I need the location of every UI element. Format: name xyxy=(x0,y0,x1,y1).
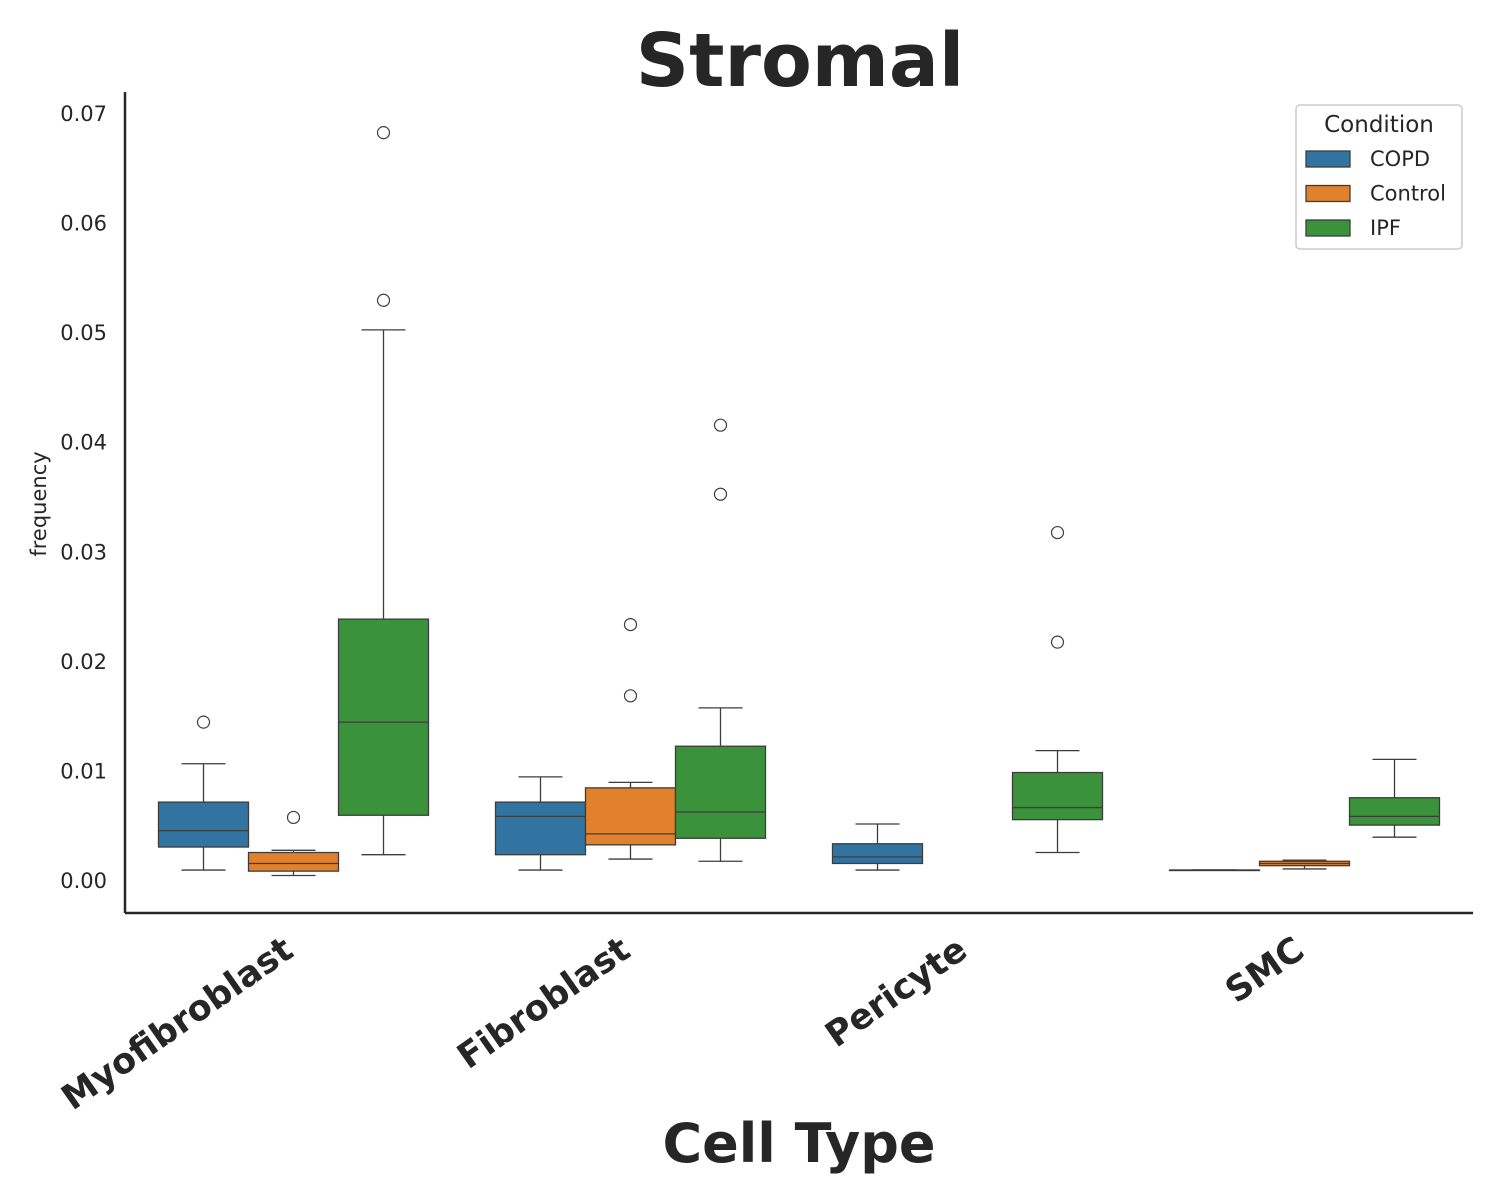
box-ipf-myofibroblast xyxy=(337,126,430,856)
x-tick-label: Myofibroblast xyxy=(55,930,301,1119)
legend-swatch-copd xyxy=(1305,150,1351,168)
y-tick-label: 0.04 xyxy=(60,431,107,455)
box-copd-fibroblast xyxy=(494,776,587,871)
legend-swatch-ipf xyxy=(1305,219,1351,237)
x-tick-label: Fibroblast xyxy=(450,930,637,1078)
legend-title: Condition xyxy=(1324,112,1434,138)
y-ticks: 0.00 0.01 0.02 0.03 0.04 0.05 0.06 0.07 xyxy=(60,102,107,893)
box-iqr xyxy=(831,843,924,865)
outlier-point xyxy=(1050,525,1065,540)
box-iqr xyxy=(1011,771,1104,821)
y-tick-label: 0.06 xyxy=(60,212,107,236)
y-tick-label: 0.07 xyxy=(60,102,107,126)
box-copd-myofibroblast xyxy=(157,715,250,871)
box-iqr xyxy=(1348,797,1441,826)
y-tick-label: 0.05 xyxy=(60,321,107,345)
legend-swatch-control xyxy=(1305,184,1351,203)
box-ipf-smc xyxy=(1348,758,1441,838)
outlier-point xyxy=(196,715,211,729)
outlier-point xyxy=(623,618,638,632)
outlier-point xyxy=(1050,635,1065,649)
outlier-point xyxy=(623,689,638,703)
y-tick-label: 0.01 xyxy=(60,759,107,783)
outlier-point xyxy=(713,418,728,432)
y-tick-label: 0.03 xyxy=(60,540,107,564)
x-tick-label: SMC xyxy=(1218,930,1311,1012)
y-axis-label: frequency xyxy=(27,451,51,556)
box-control-myofibroblast xyxy=(247,810,340,877)
box-iqr xyxy=(247,851,340,872)
box-control-smc xyxy=(1258,859,1351,870)
outlier-point xyxy=(376,126,391,140)
box-iqr xyxy=(494,801,587,856)
box-iqr xyxy=(337,618,430,816)
legend-label-ipf: IPF xyxy=(1370,216,1401,240)
plot-area xyxy=(157,126,1441,877)
y-tick-label: 0.02 xyxy=(60,650,107,674)
box-copd-pericyte xyxy=(831,823,924,871)
box-control-fibroblast xyxy=(584,618,677,860)
y-tick-label: 0.00 xyxy=(60,869,107,893)
legend-label-control: Control xyxy=(1370,182,1446,206)
outlier-point xyxy=(713,487,728,501)
chart-title: Stromal xyxy=(636,18,964,104)
box-ipf-pericyte xyxy=(1011,525,1104,854)
legend: Condition COPD Control IPF xyxy=(1295,104,1463,250)
box-iqr xyxy=(584,787,677,846)
box-iqr xyxy=(674,745,767,839)
outlier-point xyxy=(376,293,391,307)
legend-frame xyxy=(1295,104,1463,250)
x-axis-label: Cell Type xyxy=(663,1112,936,1175)
box-copd-smc xyxy=(1168,869,1261,872)
legend-label-copd: COPD xyxy=(1370,147,1430,171)
box-ipf-fibroblast xyxy=(674,418,767,862)
box-iqr xyxy=(157,801,250,848)
x-ticks: Myofibroblast Fibroblast Pericyte SMC xyxy=(55,930,1312,1119)
x-tick-label: Pericyte xyxy=(818,930,974,1056)
outlier-point xyxy=(286,810,301,825)
